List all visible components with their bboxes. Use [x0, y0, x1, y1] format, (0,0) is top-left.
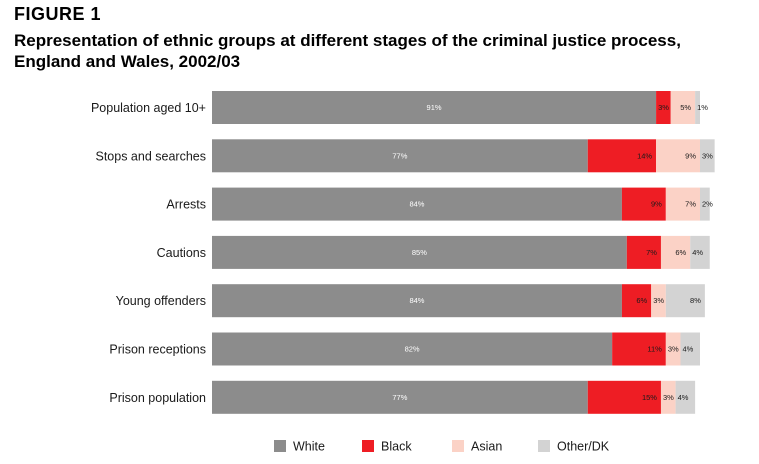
bar-segment-white	[212, 284, 622, 318]
bar-segment-other-dk	[665, 284, 705, 318]
bar-segment-asian	[660, 380, 676, 414]
value-label-black: 6%	[636, 296, 647, 305]
bar-row-cautions: Cautions 85% 7% 6% 4%	[157, 235, 710, 269]
value-label-asian: 7%	[685, 200, 696, 209]
value-label-black: 14%	[637, 151, 652, 160]
bar-segment-asian	[660, 235, 691, 269]
value-label-white: 77%	[392, 151, 407, 160]
bar-segment-black	[612, 332, 666, 366]
value-label-white: 91%	[427, 103, 442, 112]
value-label-white: 82%	[405, 345, 420, 354]
value-label-other-dk: 4%	[678, 393, 689, 402]
bar-segment-black	[587, 380, 661, 414]
value-label-asian: 6%	[675, 248, 686, 257]
bar-segment-asian	[670, 91, 696, 124]
value-label-black: 7%	[646, 248, 657, 257]
legend-item-black: Black	[362, 440, 412, 454]
legend-label: Asian	[471, 440, 502, 454]
value-label-white: 77%	[392, 393, 407, 402]
value-label-black: 3%	[658, 103, 669, 112]
bar-segment-white	[212, 91, 657, 124]
value-label-other-dk: 1%	[697, 103, 708, 112]
value-label-black: 9%	[651, 200, 662, 209]
value-label-other-dk: 8%	[690, 296, 701, 305]
bar-row-young-offenders: Young offenders 84% 6% 3% 8%	[116, 284, 705, 318]
bar-segment-other-dk	[675, 380, 696, 414]
bar-segment-white	[212, 139, 588, 173]
legend-label: Other/DK	[557, 440, 610, 454]
category-label: Stops and searches	[96, 149, 207, 163]
bar-row-arrests: Arrests 84% 9% 7% 2%	[166, 187, 713, 221]
bar-segment-other-dk	[700, 187, 710, 221]
chart-title-line-1: Representation of ethnic groups at diffe…	[14, 31, 681, 50]
category-label: Arrests	[166, 198, 206, 212]
category-label: Young offenders	[116, 294, 206, 308]
legend-swatch	[452, 440, 464, 452]
bar-segment-other-dk	[690, 235, 710, 269]
category-label: Cautions	[157, 246, 206, 260]
legend-item-asian: Asian	[452, 440, 502, 454]
value-label-asian: 5%	[680, 103, 691, 112]
legend-item-white: White	[274, 440, 325, 454]
bar-segment-asian	[656, 139, 700, 173]
category-label: Prison receptions	[109, 343, 206, 357]
value-label-asian: 9%	[685, 151, 696, 160]
bar-segment-black	[587, 139, 657, 173]
value-label-white: 84%	[409, 200, 424, 209]
figure-label: FIGURE 1	[14, 4, 102, 24]
legend-swatch	[274, 440, 286, 452]
value-label-white: 84%	[409, 296, 424, 305]
bar-segment-other-dk	[695, 91, 700, 124]
bar-segment-white	[212, 187, 622, 221]
bar-segment-other-dk	[700, 139, 715, 173]
chart-title-line-2: England and Wales, 2002/03	[14, 52, 241, 71]
value-label-asian: 3%	[663, 393, 674, 402]
value-label-other-dk: 4%	[692, 248, 703, 257]
chart-title: Representation of ethnic groups at diffe…	[14, 30, 754, 72]
bar-segment-asian	[665, 187, 700, 221]
value-label-black: 15%	[642, 393, 657, 402]
value-label-asian: 3%	[653, 296, 664, 305]
bar-row-prison-population: Prison population 77% 15% 3% 4%	[109, 380, 696, 414]
bar-segment-black	[621, 187, 666, 221]
value-label-other-dk: 4%	[682, 345, 693, 354]
bar-segment-black	[656, 91, 671, 124]
bar-segment-white	[212, 235, 627, 269]
category-label: Prison population	[109, 391, 206, 405]
bar-row-stops-and-searches: Stops and searches 77% 14% 9% 3%	[96, 139, 715, 173]
category-label: Population aged 10+	[91, 101, 206, 115]
legend-label: White	[293, 440, 325, 454]
value-label-white: 85%	[412, 248, 427, 257]
legend-item-other-dk: Other/DK	[538, 440, 610, 454]
legend-swatch	[362, 440, 374, 452]
value-label-asian: 3%	[668, 345, 679, 354]
value-label-black: 11%	[647, 345, 662, 354]
legend-swatch	[538, 440, 550, 452]
bar-segment-white	[212, 332, 613, 366]
legend: White Black Asian Other/DK	[274, 440, 610, 454]
bar-row-population-aged-10: Population aged 10+ 91% 3% 5% 1%	[91, 91, 708, 124]
bar-segment-asian	[651, 284, 666, 318]
value-label-other-dk: 2%	[702, 200, 713, 209]
bar-row-prison-receptions: Prison receptions 82% 11% 3% 4%	[109, 332, 700, 366]
bar-segment-black	[626, 235, 661, 269]
bar-segment-white	[212, 380, 588, 414]
plot-area: Population aged 10+ 91% 3% 5% 1% Stops and se…	[91, 91, 715, 414]
bar-segment-asian	[665, 332, 681, 366]
legend-label: Black	[381, 440, 412, 454]
value-label-other-dk: 3%	[702, 151, 713, 160]
bar-segment-other-dk	[680, 332, 700, 366]
bar-segment-black	[621, 284, 652, 318]
